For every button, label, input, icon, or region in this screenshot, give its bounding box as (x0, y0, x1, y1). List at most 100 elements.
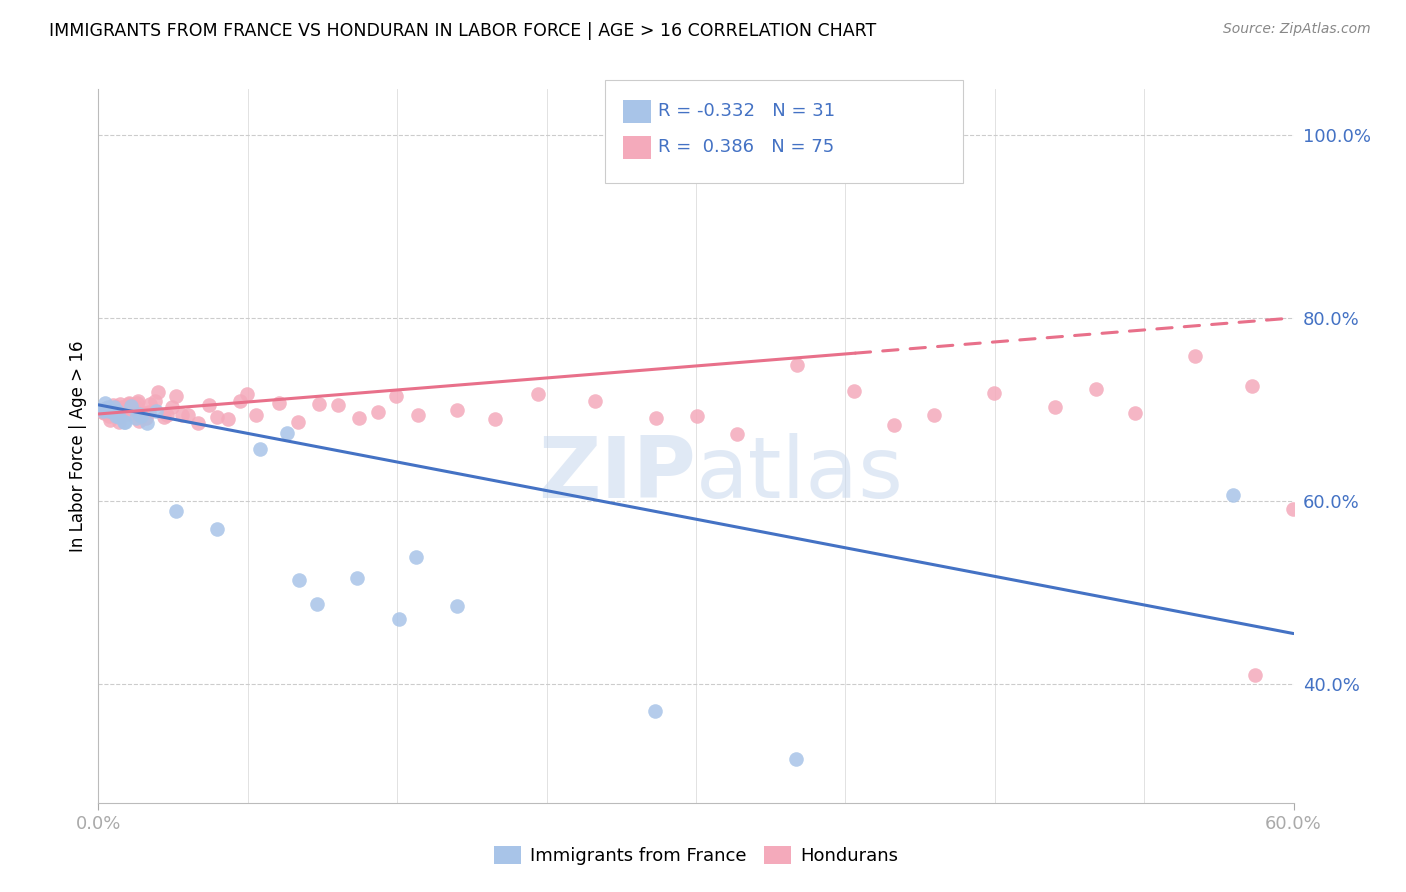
Point (118, 397, 141, 411)
Point (1123, 406, 1146, 420)
Point (384, 389, 406, 403)
Point (128, 414, 150, 428)
Point (121, 402, 143, 417)
Point (287, 415, 309, 429)
Point (1222, 487, 1244, 501)
Point (249, 442, 271, 456)
Text: R = -0.332   N = 31: R = -0.332 N = 31 (658, 103, 835, 120)
Point (125, 411, 148, 425)
Point (120, 399, 142, 413)
Point (165, 389, 187, 403)
Point (406, 408, 429, 422)
Legend: Immigrants from France, Hondurans: Immigrants from France, Hondurans (486, 838, 905, 872)
Point (145, 404, 167, 418)
Point (117, 407, 139, 421)
Point (97, 400, 120, 414)
Point (924, 408, 946, 422)
Point (307, 597, 329, 611)
Point (91, 405, 114, 419)
Point (105, 400, 128, 414)
Point (1241, 379, 1264, 393)
Text: Source: ZipAtlas.com: Source: ZipAtlas.com (1223, 22, 1371, 37)
Point (1282, 502, 1305, 516)
Point (725, 426, 748, 441)
Point (135, 410, 157, 425)
Point (148, 384, 170, 399)
Point (346, 571, 368, 585)
Point (236, 387, 259, 401)
Point (96, 401, 118, 415)
Point (108, 415, 131, 429)
Point (217, 411, 239, 425)
Point (156, 408, 179, 422)
Point (276, 426, 298, 441)
Point (114, 415, 136, 429)
Point (160, 400, 183, 414)
Point (135, 416, 157, 430)
Point (644, 704, 666, 718)
Text: R =  0.386   N = 75: R = 0.386 N = 75 (658, 138, 834, 156)
Point (143, 393, 166, 408)
Point (388, 612, 411, 626)
Point (138, 397, 160, 411)
Point (93, 401, 115, 416)
Point (131, 405, 153, 419)
Point (98, 404, 121, 418)
Point (446, 599, 468, 613)
Point (101, 398, 124, 412)
Point (308, 397, 330, 411)
Point (205, 522, 228, 536)
Point (110, 406, 132, 420)
Point (1184, 349, 1206, 363)
Point (93, 396, 115, 410)
Point (583, 394, 606, 409)
Point (786, 359, 808, 373)
Point (127, 393, 149, 408)
Point (785, 752, 807, 766)
Point (287, 573, 309, 587)
Point (98, 409, 121, 424)
Point (128, 407, 150, 421)
Point (170, 409, 193, 423)
Point (105, 404, 128, 418)
Point (138, 405, 160, 419)
Point (177, 408, 200, 422)
Point (269, 396, 291, 410)
Point (153, 410, 176, 425)
Point (484, 411, 506, 425)
Point (198, 399, 221, 413)
Point (526, 387, 548, 401)
Point (125, 400, 148, 414)
Point (228, 393, 250, 408)
Point (103, 400, 125, 414)
Point (104, 409, 127, 423)
Point (91, 404, 114, 418)
Point (1340, 242, 1362, 256)
Text: atlas: atlas (696, 433, 904, 516)
Point (112, 415, 135, 429)
Point (118, 396, 141, 410)
Point (326, 399, 349, 413)
Point (983, 386, 1005, 401)
Point (101, 404, 124, 418)
Point (129, 409, 152, 424)
Point (98, 413, 121, 427)
Point (108, 397, 131, 411)
Point (205, 409, 228, 424)
Y-axis label: In Labor Force | Age > 16: In Labor Force | Age > 16 (69, 340, 87, 552)
Point (405, 549, 427, 564)
Point (93, 406, 115, 420)
Point (685, 409, 707, 423)
Point (883, 417, 905, 432)
Point (347, 411, 370, 425)
Point (187, 416, 209, 430)
Text: IMMIGRANTS FROM FRANCE VS HONDURAN IN LABOR FORCE | AGE > 16 CORRELATION CHART: IMMIGRANTS FROM FRANCE VS HONDURAN IN LA… (49, 22, 876, 40)
Point (645, 411, 668, 425)
Text: ZIP: ZIP (538, 433, 696, 516)
Point (1243, 668, 1265, 682)
Point (1085, 382, 1108, 396)
Point (367, 405, 389, 419)
Point (245, 408, 267, 422)
Point (104, 408, 127, 422)
Point (108, 410, 131, 425)
